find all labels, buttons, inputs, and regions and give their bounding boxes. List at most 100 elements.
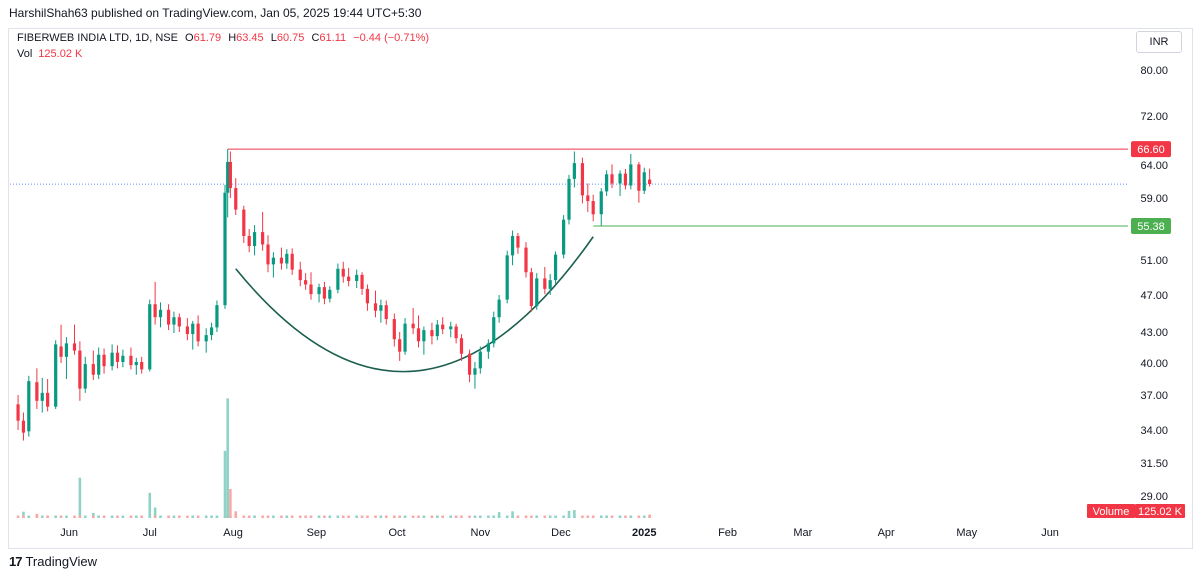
volume-bar <box>610 515 614 518</box>
volume-bar <box>586 515 590 518</box>
volume-bar <box>298 515 302 518</box>
volume-bar <box>497 515 501 518</box>
volume-bar <box>223 450 227 518</box>
candle-body <box>191 323 195 335</box>
volume-bar <box>441 515 444 518</box>
change-value: −0.44 (−0.71%) <box>353 32 430 44</box>
candle-body <box>247 235 251 247</box>
volume-bar <box>422 515 426 518</box>
low-value: 60.75 <box>276 32 305 44</box>
volume-bar <box>153 507 157 518</box>
volume-bar <box>215 515 219 518</box>
volume-bar <box>247 515 251 518</box>
candle-body <box>121 355 125 362</box>
candle-body <box>473 368 477 375</box>
candle-body <box>629 164 633 186</box>
candle-body <box>226 161 230 193</box>
candle-body <box>548 280 552 289</box>
volume-bar <box>210 515 213 518</box>
volume-bar <box>355 515 358 518</box>
x-tick-label: Sep <box>307 527 327 539</box>
volume-bar <box>511 511 514 518</box>
volume-bar <box>454 515 458 518</box>
volume-bar <box>92 515 95 518</box>
x-tick-label: Mar <box>793 527 812 539</box>
volume-bar <box>317 515 321 518</box>
volume-bar <box>492 515 496 518</box>
volume-bar <box>516 515 520 518</box>
volume-bar <box>191 515 195 518</box>
level-badge <box>1131 218 1171 235</box>
candle-body <box>59 346 63 357</box>
candle-body <box>586 195 590 202</box>
x-tick-label: May <box>956 527 977 539</box>
volume-bar <box>78 477 82 518</box>
publish-line: HarshilShah63 published on TradingView.c… <box>9 6 422 20</box>
volume-bar <box>285 515 289 518</box>
volume-bar <box>196 515 200 518</box>
currency-button[interactable]: INR <box>1136 31 1182 53</box>
volume-bar <box>40 515 44 518</box>
x-tick-label: Dec <box>551 527 571 539</box>
volume-bar <box>204 515 208 518</box>
volume-bar <box>54 515 57 518</box>
candle-body <box>459 338 464 354</box>
candle-body <box>129 355 133 366</box>
candle-body <box>115 352 120 362</box>
volume-bar <box>605 515 608 518</box>
volume-bar <box>591 515 595 518</box>
y-tick-label: 31.50 <box>1140 458 1168 470</box>
volume-bar <box>172 515 176 518</box>
volume-badge-label: Volume <box>1093 506 1130 518</box>
candle-body <box>91 364 95 375</box>
candle-body <box>516 235 520 248</box>
close-label: C <box>311 32 320 44</box>
x-tick-label: Apr <box>878 527 895 539</box>
candle-body <box>196 323 200 342</box>
candle-body <box>64 343 69 357</box>
volume-bar <box>261 515 264 518</box>
volume-bar <box>473 515 477 518</box>
volume-bar <box>642 515 646 518</box>
candle-body <box>486 343 490 352</box>
x-tick-label: Jun <box>1041 527 1059 539</box>
candle-body <box>309 284 313 295</box>
open-value: 61.79 <box>193 32 222 44</box>
volume-bar <box>229 515 232 518</box>
candle-body <box>648 179 652 185</box>
volume-bar <box>573 515 576 518</box>
volume-bar <box>530 515 533 518</box>
x-tick-label: 2025 <box>632 527 656 539</box>
volume-bar <box>554 515 557 518</box>
volume-bar <box>487 515 490 518</box>
candle-body <box>553 254 558 281</box>
candle-body <box>148 304 152 370</box>
candle-body <box>360 274 364 289</box>
volume-bar <box>341 515 345 518</box>
candle-body <box>153 304 157 318</box>
volume-bar <box>535 515 539 518</box>
candle-body <box>46 392 50 407</box>
volume-bar <box>148 515 152 518</box>
volume-bar <box>511 515 514 518</box>
candle-body <box>543 278 547 289</box>
low-label: L <box>270 32 277 44</box>
candle-body <box>618 173 622 184</box>
volume-bar <box>102 515 106 518</box>
volume-bar <box>186 515 189 518</box>
volume-bar <box>543 515 547 518</box>
volume-bar <box>599 515 603 518</box>
level-badge-label: 66.60 <box>1137 144 1165 156</box>
symbol-title[interactable]: FIBERWEB INDIA LTD, 1D, NSE <box>17 32 178 44</box>
candle-body <box>266 244 270 265</box>
volume-bar <box>648 515 651 518</box>
y-tick-label: 40.00 <box>1140 358 1168 370</box>
volume-bar <box>65 515 68 518</box>
volume-bar <box>229 489 232 518</box>
high-label: H <box>228 32 237 44</box>
volume-bar <box>223 515 227 518</box>
volume-bar <box>266 515 270 518</box>
volume-bar <box>178 515 181 518</box>
volume-bar <box>242 515 246 518</box>
